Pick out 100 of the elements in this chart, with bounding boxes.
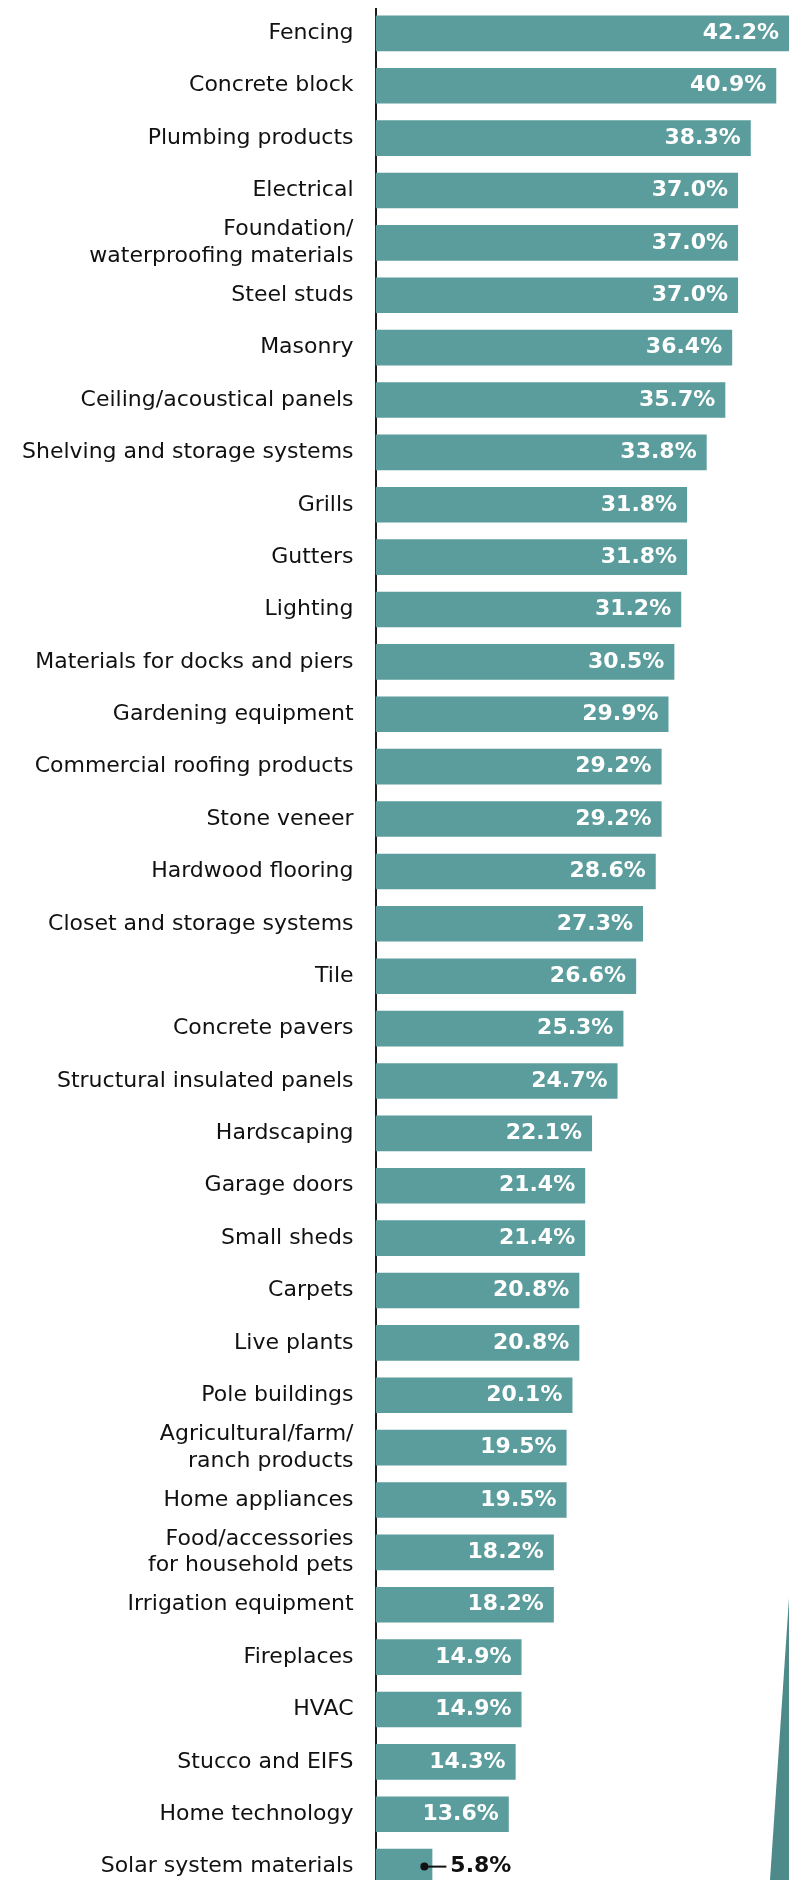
y-tick-label: Masonry [260, 333, 354, 359]
data-label: 29.2% [575, 804, 652, 830]
data-label: 37.0% [651, 281, 729, 306]
bar [375, 1586, 554, 1623]
y-tick-label: Stucco and EIFS [177, 1747, 354, 1773]
y-tick-label: Plumbing products [147, 123, 354, 149]
y-tick-label: Home appliances [163, 1485, 354, 1511]
bar [375, 1167, 586, 1204]
y-tick-label: Concrete pavers [172, 1014, 354, 1040]
y-tick-label: Stone veneer [206, 804, 355, 830]
y-tick-label: Garage doors [204, 1171, 354, 1197]
bar [375, 1063, 618, 1099]
bar [375, 1377, 573, 1414]
bar [375, 539, 688, 575]
data-label: 38.3% [664, 123, 741, 149]
data-label: 19.5% [480, 1485, 557, 1511]
y-tick-label: Grills [297, 490, 354, 516]
data-label: 18.2% [467, 1590, 544, 1616]
bar [375, 1115, 593, 1152]
data-label: 29.2% [575, 752, 652, 778]
bar [375, 696, 669, 733]
bar [375, 1482, 567, 1518]
y-tick-label: Materials for docks and piers [35, 647, 354, 673]
y-tick-label: Small sheds [221, 1223, 354, 1249]
bar [375, 120, 751, 156]
bar [375, 958, 637, 994]
data-label: 20.8% [493, 1276, 570, 1302]
data-label: 40.9% [689, 71, 767, 97]
y-tick-label: Electrical [252, 176, 354, 202]
y-tick-label: Irrigation equipment [127, 1590, 354, 1616]
data-label: 33.8% [620, 438, 697, 464]
bar [375, 801, 662, 837]
y-tick-label: Live plants [234, 1328, 354, 1354]
bar [375, 434, 707, 471]
y-tick-label: Carpets [268, 1276, 354, 1302]
data-label: 27.3% [556, 909, 634, 935]
y-tick-label: Commercial roofing products [34, 752, 354, 778]
y-tick-label: Tile [314, 961, 354, 987]
data-label: 30.5% [588, 647, 665, 673]
data-label: 14.3% [429, 1747, 506, 1773]
data-label: 13.6% [422, 1799, 499, 1825]
y-tick-label: Foundation/waterproofing materials [89, 215, 355, 267]
data-label: 21.4% [498, 1223, 576, 1249]
bar [375, 748, 662, 785]
data-label: 28.6% [569, 857, 646, 883]
data-label: 37.0% [651, 228, 729, 254]
y-tick-label: Gutters [271, 542, 354, 568]
y-tick-label: Shelving and storage systems [21, 438, 354, 464]
data-label: 21.4% [498, 1171, 576, 1197]
data-label: 29.9% [582, 700, 659, 726]
bar [375, 15, 789, 52]
bar [375, 67, 777, 104]
data-label: 19.5% [480, 1433, 557, 1459]
bar [375, 1010, 624, 1047]
bar [375, 853, 656, 890]
data-label: 36.4% [645, 333, 723, 359]
y-tick-label: Agricultural/farm/ranch products [159, 1420, 355, 1472]
bar [375, 1325, 580, 1361]
data-label: 26.6% [549, 961, 627, 987]
y-tick-label: HVAC [293, 1695, 354, 1721]
y-tick-label: Hardwood flooring [151, 857, 354, 883]
data-label: 42.2% [702, 19, 779, 45]
data-label: 35.7% [638, 385, 716, 411]
y-tick-label: Steel studs [231, 281, 354, 306]
data-label: 31.8% [600, 490, 678, 516]
data-label: 31.2% [594, 595, 672, 621]
data-label: 31.8% [600, 542, 678, 568]
data-label: 14.9% [435, 1642, 512, 1668]
bar [375, 329, 733, 366]
bar [375, 277, 739, 314]
bar [375, 172, 739, 209]
data-label: 25.3% [537, 1014, 614, 1040]
y-tick-label: Concrete block [189, 71, 354, 97]
y-tick-label: Fencing [268, 19, 354, 45]
data-label: 14.9% [435, 1695, 512, 1721]
y-tick-label: Hardscaping [215, 1119, 354, 1145]
y-tick-label: Solar system materials [100, 1852, 354, 1878]
y-tick-label: Food/accessories for household pets [147, 1524, 354, 1577]
bar [375, 906, 644, 942]
data-label: 5.8% [450, 1852, 512, 1878]
y-tick-label: Pole buildings [201, 1380, 354, 1406]
data-label: 18.2% [467, 1538, 544, 1564]
bar [375, 1220, 586, 1256]
data-label: 24.7% [531, 1066, 608, 1092]
data-label: 37.0% [651, 176, 729, 202]
data-label: 20.1% [486, 1380, 563, 1406]
y-tick-label: Closet and storage systems [48, 909, 354, 935]
y-tick-label: Ceiling/acoustical panels [80, 385, 354, 411]
y-tick-label: Lighting [264, 595, 354, 621]
y-tick-label: Fireplaces [243, 1642, 354, 1668]
data-label: 20.8% [493, 1328, 570, 1354]
bar [375, 591, 682, 628]
y-tick-label: Home technology [159, 1799, 354, 1825]
bar [375, 382, 726, 418]
data-label: 22.1% [505, 1119, 583, 1145]
bar [375, 225, 739, 261]
y-tick-label: Gardening equipment [112, 700, 354, 726]
bar [375, 486, 688, 523]
y-tick-label: Structural insulated panels [56, 1066, 354, 1092]
bar [375, 644, 675, 680]
